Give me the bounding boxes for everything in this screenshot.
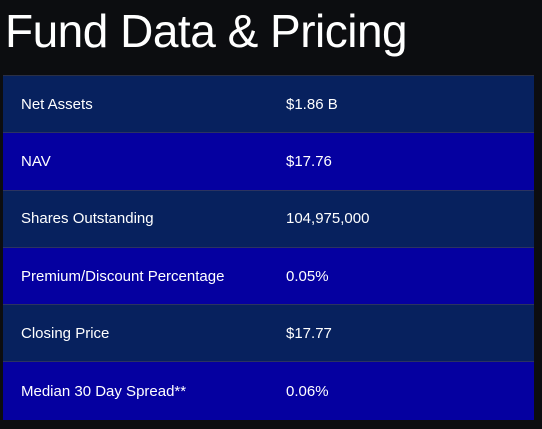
page-title: Fund Data & Pricing (5, 5, 408, 57)
shares-outstanding-label: Shares Outstanding (21, 210, 154, 228)
table-row-nav: NAV $17.76 (3, 133, 534, 191)
median-spread-label: Median 30 Day Spread** (21, 382, 187, 400)
shares-outstanding-value: 104,975,000 (286, 210, 370, 228)
median-spread-value: 0.06% (286, 382, 329, 400)
table-row-net-assets: Net Assets $1.86 B (3, 76, 534, 134)
premium-discount-value: 0.05% (286, 267, 329, 285)
nav-value: $17.76 (286, 152, 332, 170)
table-row-shares-outstanding: Shares Outstanding 104,975,000 (3, 190, 534, 248)
fund-data-table: Net Assets $1.86 B NAV $17.76 Shares Out… (3, 75, 534, 420)
nav-label: NAV (21, 152, 51, 170)
table-row-closing-price: Closing Price $17.77 (3, 305, 534, 363)
net-assets-value: $1.86 B (286, 95, 338, 113)
closing-price-label: Closing Price (21, 324, 110, 342)
net-assets-label: Net Assets (21, 95, 93, 113)
premium-discount-label: Premium/Discount Percentage (21, 267, 225, 285)
closing-price-value: $17.77 (286, 324, 332, 342)
table-row-premium-discount: Premium/Discount Percentage 0.05% (3, 247, 534, 306)
table-row-median-spread: Median 30 Day Spread** 0.06% (3, 362, 534, 420)
